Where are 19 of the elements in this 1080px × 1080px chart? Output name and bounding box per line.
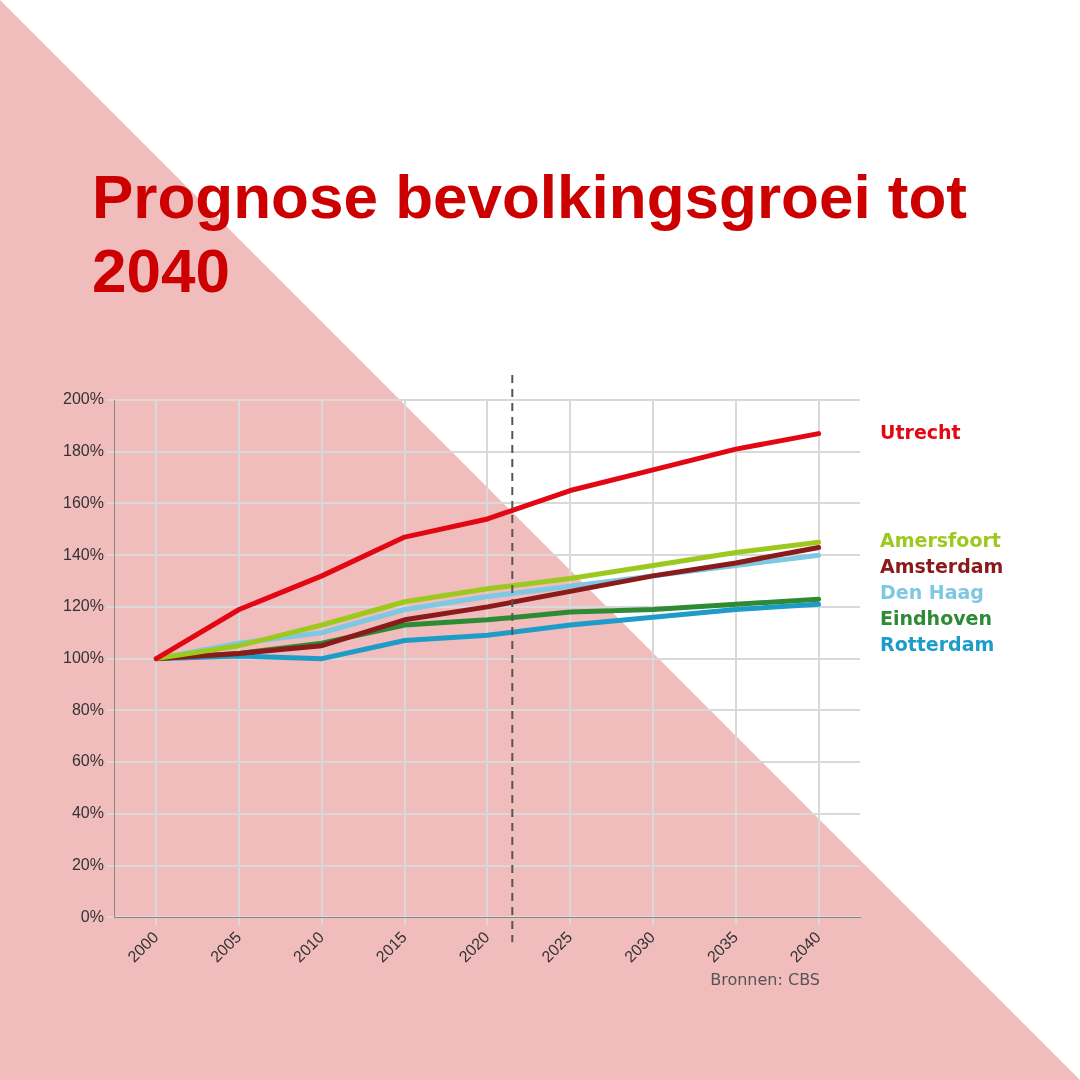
y-tick-label: 40% [71, 804, 104, 822]
y-tick-label: 0% [80, 907, 104, 925]
y-tick-label: 140% [63, 545, 104, 563]
y-tick-label: 60% [71, 752, 104, 770]
y-tick-label: 160% [63, 493, 104, 511]
text: Rotterdam [880, 633, 995, 656]
y-tick-label: 20% [71, 855, 104, 873]
text: Den Haag [880, 581, 984, 604]
text: Amersfoort [880, 529, 1001, 552]
text: Bronnen: CBS [709, 970, 820, 989]
y-tick-label: 80% [71, 700, 104, 718]
y-tick-label: 200% [63, 390, 104, 408]
text: Utrecht [880, 420, 961, 443]
y-tick-label: 120% [63, 597, 104, 615]
y-tick-label: 180% [63, 442, 104, 460]
text: Amsterdam [880, 555, 1004, 578]
chart-title: Prognose bevolkingsgroei tot 2040 [92, 161, 968, 308]
y-tick-label: 100% [63, 649, 104, 667]
text: Eindhoven [880, 607, 992, 630]
